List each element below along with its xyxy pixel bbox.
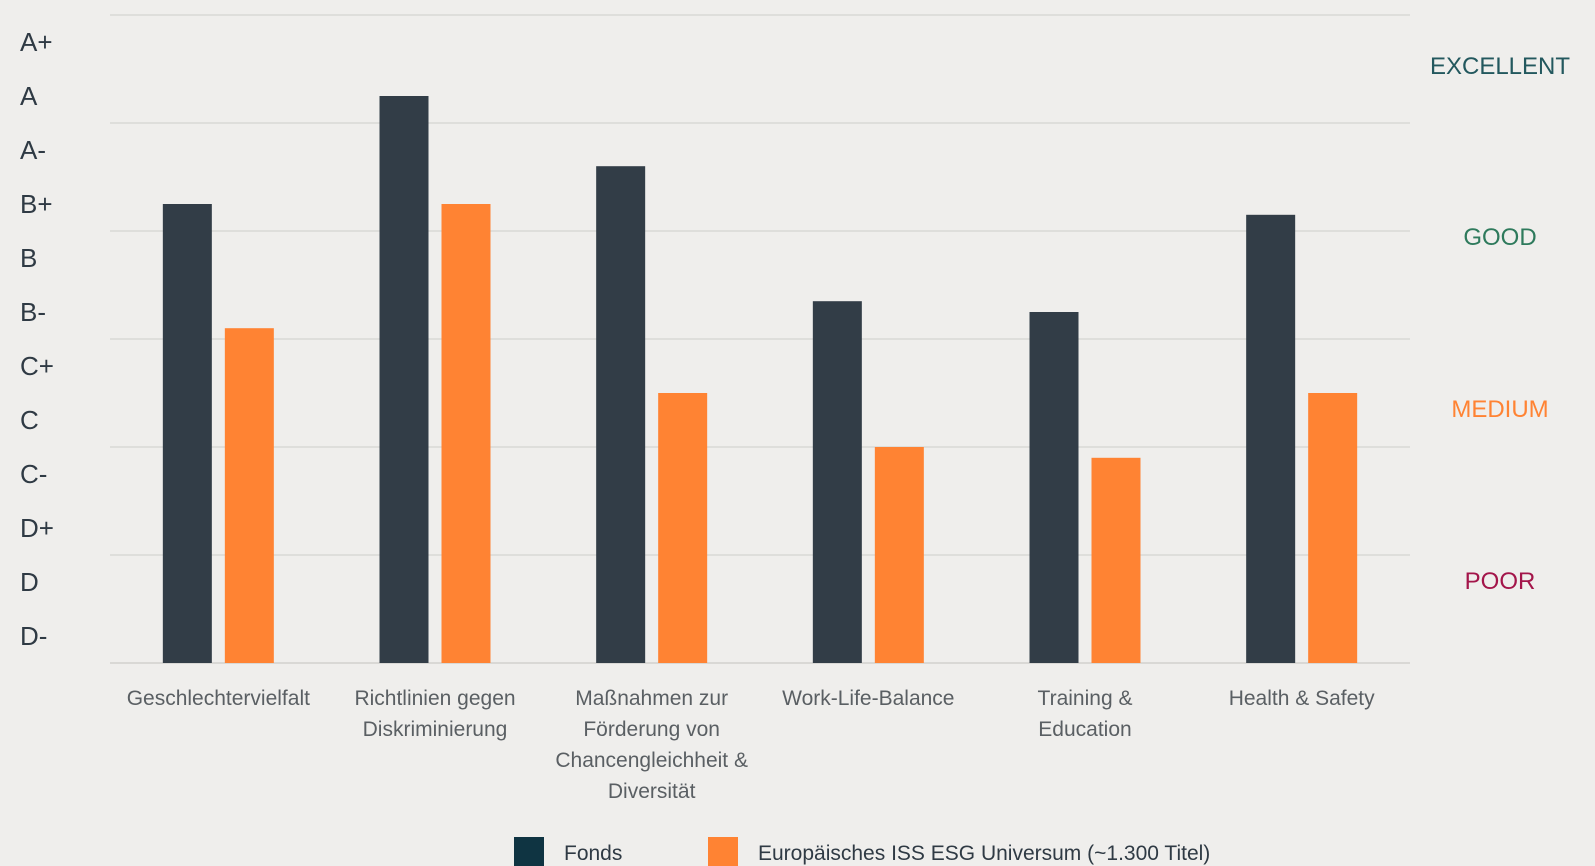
bar-universum (1308, 393, 1358, 663)
rating-label-good: GOOD (1463, 224, 1536, 251)
legend-label: Europäisches ISS ESG Universum (~1.300 T… (758, 842, 1210, 865)
bars (162, 96, 1358, 664)
y-tick-label: B+ (20, 189, 53, 219)
y-axis-tick-labels: D- D D+ C- C C+ B- B B+ A- A A+ (20, 27, 54, 651)
y-tick-label: C+ (20, 351, 54, 381)
y-tick-label: C (20, 405, 39, 435)
legend-label: Fonds (564, 842, 622, 865)
legend: Fonds Europäisches ISS ESG Universum (~1.… (514, 837, 1210, 866)
bar-universum (441, 204, 491, 663)
bar-fonds (379, 96, 429, 663)
bar-universum (224, 328, 274, 663)
y-tick-label: D- (20, 621, 47, 651)
y-tick-label: A- (20, 135, 46, 165)
x-category-label: Geschlechtervielfalt (127, 687, 310, 710)
x-category-label: Richtlinien gegen (354, 687, 515, 710)
bar-fonds (596, 166, 646, 663)
x-category-label: Work-Life-Balance (782, 687, 954, 710)
y-tick-label: A (20, 81, 38, 111)
bar-fonds (812, 301, 862, 663)
x-axis-category-labels: Geschlechtervielfalt Richtlinien gegen Dis… (127, 687, 1375, 803)
x-category-label: Maßnahmen zur (575, 687, 728, 710)
bar-universum (874, 447, 924, 663)
gridlines (110, 14, 1410, 664)
rating-label-medium: MEDIUM (1451, 396, 1548, 423)
legend-swatch (708, 837, 738, 866)
bar-fonds (162, 204, 212, 663)
y-tick-label: C- (20, 459, 47, 489)
bar-fonds (1029, 312, 1079, 663)
x-category-label: Education (1038, 718, 1131, 741)
x-category-label: Diversität (608, 780, 696, 803)
y-tick-label: D (20, 567, 39, 597)
y-tick-label: B- (20, 297, 46, 327)
bar-universum (1091, 457, 1141, 663)
y-tick-label: D+ (20, 513, 54, 543)
bar-universum (658, 393, 708, 663)
x-category-label: Förderung von (583, 718, 720, 741)
y-tick-label: A+ (20, 27, 53, 57)
x-category-label: Diskriminierung (363, 718, 508, 741)
x-category-label: Chancengleichheit & (555, 749, 748, 772)
x-category-label: Health & Safety (1229, 687, 1375, 710)
y-tick-label: B (20, 243, 37, 273)
rating-label-poor: POOR (1465, 568, 1536, 595)
rating-label-excellent: EXCELLENT (1430, 53, 1570, 80)
legend-swatch (514, 837, 544, 866)
rating-band-labels: EXCELLENT GOOD MEDIUM POOR (1430, 53, 1570, 595)
x-category-label: Training & (1038, 687, 1133, 710)
bar-fonds (1246, 214, 1296, 664)
